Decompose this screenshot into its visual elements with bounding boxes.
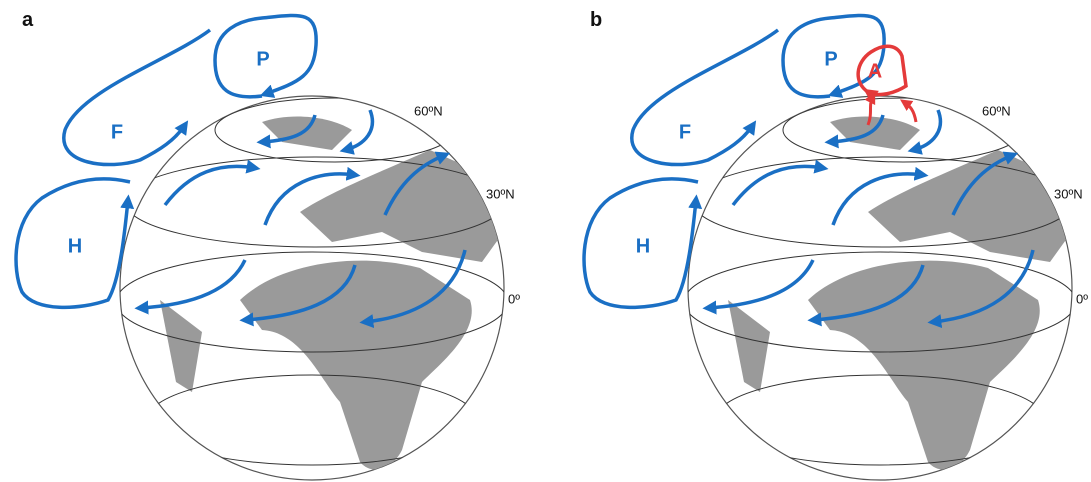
latitude-label: 0º [508,291,520,306]
wind-arrow [907,109,943,155]
cell-loop [14,177,135,310]
cell-loop [630,28,780,167]
red-arrow [864,91,876,126]
cell-loop [856,44,908,103]
panel-label: a [22,9,34,31]
landmass [160,300,202,392]
wind-arrow [702,259,815,315]
wind-arrow [807,264,925,327]
cell-label: P [824,48,837,70]
wind-arrow [256,114,317,149]
wind-arrow [951,151,1019,216]
panel: b F P H A 60ºN 30ºN 0º [582,9,1088,481]
cell-label: H [68,235,82,257]
cell-loop [213,13,318,99]
wind-arrow [359,249,467,329]
cell-label: A [868,60,882,82]
panel-label: b [590,9,602,31]
cell-label: F [679,121,691,143]
latitude-line [120,251,504,353]
landmass [868,150,1072,262]
cell-label: H [636,235,650,257]
cell-label: F [111,121,123,143]
latitude-label: 60ºN [982,103,1011,118]
cell-loop [62,28,212,167]
wind-arrow [239,264,357,327]
wind-arrow [163,159,261,207]
panel: a F P H 60ºN 30ºN 0º [14,9,520,481]
wind-arrow [134,259,247,315]
cell-loop [582,177,703,310]
cell-loop [781,13,886,99]
landmass [728,300,770,392]
landmass [262,116,352,150]
latitude-label: 30ºN [486,186,515,201]
latitude-line [688,251,1072,353]
wind-arrow [731,159,829,207]
landmass [830,116,920,150]
cell-label: P [256,48,269,70]
latitude-label: 60ºN [414,103,443,118]
wind-arrow [263,166,361,226]
red-arrow [900,99,918,123]
latitude-label: 30ºN [1054,186,1083,201]
wind-arrow [831,166,929,226]
wind-arrow [339,109,375,155]
wind-arrow [383,151,451,216]
wind-arrow [927,249,1035,329]
wind-arrow [824,114,885,149]
latitude-label: 0º [1076,291,1088,306]
landmass [300,150,504,262]
